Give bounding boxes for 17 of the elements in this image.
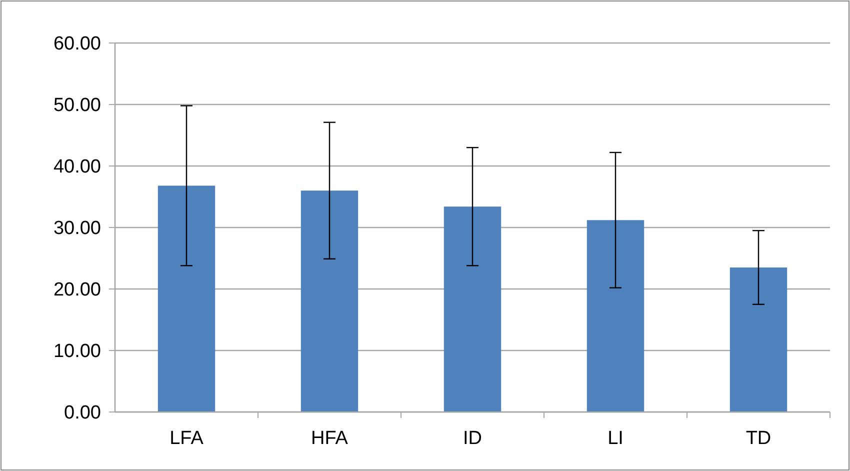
bar: [444, 206, 502, 412]
y-tick-label: 20.00: [53, 280, 101, 301]
x-tick-label: HFA: [311, 428, 348, 449]
x-tick-label: LFA: [170, 428, 204, 449]
y-tick-label: 0.00: [64, 402, 101, 424]
x-tick-label: TD: [746, 428, 772, 449]
bar: [158, 186, 216, 412]
x-tick-label: ID: [463, 428, 482, 449]
y-tick-label: 40.00: [53, 156, 101, 178]
bar: [300, 190, 358, 412]
y-tick-label: 10.00: [53, 341, 101, 362]
bar: [730, 267, 788, 412]
y-tick-label: 60.00: [53, 34, 101, 55]
y-tick-label: 30.00: [53, 218, 101, 240]
y-tick-label: 50.00: [53, 95, 101, 116]
bar: [586, 220, 644, 412]
x-tick-label: LI: [608, 428, 624, 449]
